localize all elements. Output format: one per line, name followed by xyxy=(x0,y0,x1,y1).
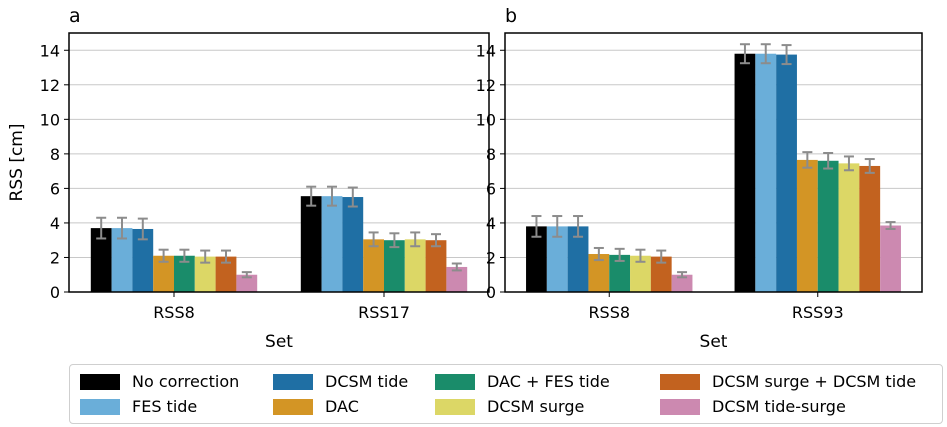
legend-swatch xyxy=(660,398,700,415)
bar-fes-tide xyxy=(111,228,133,292)
y-tick-label: 14 xyxy=(476,41,496,60)
bar-no-correction xyxy=(300,196,322,292)
bar-dac xyxy=(153,255,174,292)
bar-dcsm-tide-surge xyxy=(671,274,693,292)
y-tick-label: 2 xyxy=(486,248,496,267)
legend-item-dac: DAC xyxy=(273,397,359,416)
bar-no-correction xyxy=(526,226,547,292)
bar-dcsm-surge-dcsm-tide xyxy=(425,240,447,292)
bar-dcsm-tide-surge xyxy=(880,225,901,292)
legend-label: DAC xyxy=(325,397,359,416)
y-tick-label: 4 xyxy=(486,214,496,233)
legend-swatch xyxy=(273,398,313,415)
x-tick-label: RSS8 xyxy=(588,303,630,322)
y-tick-label: 0 xyxy=(50,283,60,302)
y-tick-label: 4 xyxy=(50,214,60,233)
legend-swatch xyxy=(660,373,700,390)
y-tick-label: 10 xyxy=(476,110,496,129)
bar-dcsm-surge xyxy=(404,239,426,292)
legend-label: No correction xyxy=(132,372,240,391)
bar-dac xyxy=(796,159,818,292)
y-axis-label: RSS [cm] xyxy=(7,124,27,202)
legend-item-dac-fes-tide: DAC + FES tide xyxy=(435,372,610,391)
y-tick-label: 12 xyxy=(40,76,60,95)
bar-dcsm-surge-dcsm-tide xyxy=(859,165,881,292)
bar-no-correction xyxy=(90,228,112,292)
legend-swatch xyxy=(435,398,475,415)
legend-item-dcsm-tide: DCSM tide xyxy=(273,372,408,391)
bar-fes-tide xyxy=(321,196,343,292)
bar-fes-tide xyxy=(546,226,568,292)
legend-swatch xyxy=(273,373,313,390)
legend-label: DCSM surge + DCSM tide xyxy=(712,372,917,391)
bar-no-correction xyxy=(734,53,756,292)
bar-dcsm-surge-dcsm-tide xyxy=(215,256,237,292)
legend-item-no-correction: No correction xyxy=(80,372,239,391)
legend-item-dcsm-surge-dcsm-tide: DCSM surge + DCSM tide xyxy=(660,372,916,391)
x-tick-label: RSS17 xyxy=(358,303,410,322)
bar-dcsm-tide-surge xyxy=(446,266,468,292)
legend-label: DAC + FES tide xyxy=(487,372,610,391)
panel-label: a xyxy=(69,5,81,27)
legend-item-fes-tide: FES tide xyxy=(80,397,197,416)
legend: No correction FES tide DCSM tide DAC DAC… xyxy=(69,364,943,424)
legend-label: DCSM tide-surge xyxy=(712,397,846,416)
bar-dcsm-tide xyxy=(567,226,589,292)
bar-dcsm-surge xyxy=(838,163,860,292)
bar-dcsm-surge xyxy=(630,255,651,292)
legend-label: DCSM tide xyxy=(325,372,409,391)
bar-dcsm-tide-surge xyxy=(236,274,258,292)
legend-swatch xyxy=(80,398,120,415)
legend-item-dcsm-tide-surge: DCSM tide-surge xyxy=(660,397,846,416)
legend-swatch xyxy=(80,373,120,390)
bar-dac-fes-tide xyxy=(817,160,839,292)
y-tick-label: 14 xyxy=(40,41,60,60)
bar-dcsm-surge-dcsm-tide xyxy=(650,256,672,292)
y-tick-label: 8 xyxy=(486,145,496,164)
x-tick-label: RSS8 xyxy=(153,303,195,322)
bar-dcsm-tide xyxy=(132,228,154,292)
bar-dac-fes-tide xyxy=(609,254,631,292)
x-tick-label: RSS93 xyxy=(792,303,844,322)
y-tick-label: 2 xyxy=(50,248,60,267)
y-tick-label: 6 xyxy=(486,179,496,198)
x-axis-label: Set xyxy=(265,332,293,352)
bar-dac xyxy=(363,239,384,292)
bar-dac-fes-tide xyxy=(174,255,195,292)
panel-a: RSS8 RSS17 0 2 4 6 8 10 12 14 Set RSS [cm] a xyxy=(7,5,490,352)
bar-dcsm-tide xyxy=(342,197,364,292)
legend-item-dcsm-surge: DCSM surge xyxy=(435,397,584,416)
y-tick-label: 0 xyxy=(486,283,496,302)
bar-dcsm-surge xyxy=(194,256,216,292)
y-tick-label: 8 xyxy=(50,145,60,164)
legend-label: DCSM surge xyxy=(487,397,585,416)
y-tick-label: 10 xyxy=(40,110,60,129)
bar-dcsm-tide xyxy=(776,54,797,293)
panel-label: b xyxy=(505,5,517,27)
y-tick-label: 12 xyxy=(476,76,496,95)
bar-fes-tide xyxy=(755,53,777,292)
bar-dac-fes-tide xyxy=(384,240,405,292)
axes-frame xyxy=(504,32,923,293)
x-axis-label: Set xyxy=(700,332,728,352)
axes-frame xyxy=(68,32,490,293)
panel-b: RSS8 RSS93 0 2 4 6 8 10 12 14 Set b xyxy=(476,5,923,352)
legend-label: FES tide xyxy=(132,397,198,416)
bar-dac xyxy=(588,254,610,292)
legend-swatch xyxy=(435,373,475,390)
y-tick-label: 6 xyxy=(50,179,60,198)
